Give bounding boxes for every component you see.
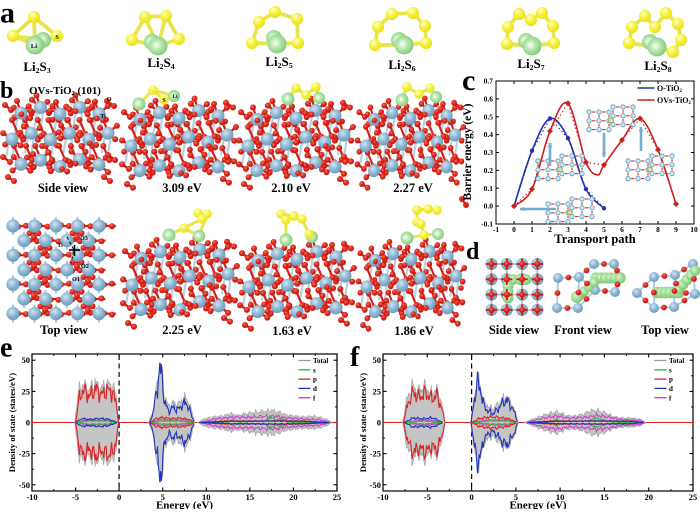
svg-text:20: 20 xyxy=(289,492,298,502)
svg-text:0: 0 xyxy=(512,225,516,234)
svg-text:O1: O1 xyxy=(72,277,80,283)
svg-text:-5: -5 xyxy=(424,492,431,502)
svg-text:Front view: Front view xyxy=(554,323,612,337)
svg-text:Li2S4: Li2S4 xyxy=(147,55,174,71)
svg-text:-50: -50 xyxy=(19,480,30,490)
svg-text:Li2S8: Li2S8 xyxy=(644,58,671,74)
svg-text:O-TiO2: O-TiO2 xyxy=(657,84,683,94)
svg-text:Ti: Ti xyxy=(57,243,63,249)
svg-text:a: a xyxy=(0,0,15,30)
svg-text:Total: Total xyxy=(313,357,328,365)
svg-text:d: d xyxy=(313,385,317,393)
svg-text:OVs-TiO2 (101): OVs-TiO2 (101) xyxy=(29,85,101,97)
svg-text:Total: Total xyxy=(669,357,684,365)
svg-text:0.4: 0.4 xyxy=(484,130,494,139)
svg-text:s: s xyxy=(669,366,672,374)
svg-text:15: 15 xyxy=(600,492,609,502)
svg-text:20: 20 xyxy=(644,492,653,502)
svg-text:Energy (eV): Energy (eV) xyxy=(156,500,213,510)
svg-text:3: 3 xyxy=(566,225,570,234)
svg-text:O: O xyxy=(106,96,111,103)
svg-text:Li2S5: Li2S5 xyxy=(265,54,292,70)
svg-text:0.6: 0.6 xyxy=(484,94,494,103)
svg-text:10: 10 xyxy=(556,492,565,502)
svg-text:6: 6 xyxy=(620,225,624,234)
svg-text:25: 25 xyxy=(22,386,31,396)
svg-text:-25: -25 xyxy=(370,449,381,459)
svg-text:0.1: 0.1 xyxy=(484,184,494,193)
svg-text:1: 1 xyxy=(530,225,534,234)
svg-text:2: 2 xyxy=(548,225,552,234)
svg-text:5: 5 xyxy=(602,225,606,234)
svg-text:-25: -25 xyxy=(19,449,30,459)
svg-text:0: 0 xyxy=(469,492,473,502)
svg-text:15: 15 xyxy=(246,492,255,502)
svg-text:Barrier energy (eV): Barrier energy (eV) xyxy=(462,103,474,200)
svg-text:2.27 eV: 2.27 eV xyxy=(393,181,433,195)
svg-text:0.7: 0.7 xyxy=(484,77,494,86)
svg-text:d: d xyxy=(466,239,480,265)
svg-text:Li2S6: Li2S6 xyxy=(388,57,415,73)
svg-text:0.5: 0.5 xyxy=(484,112,494,121)
svg-text:Top view: Top view xyxy=(40,323,88,337)
svg-text:3.09 eV: 3.09 eV xyxy=(162,181,202,195)
svg-text:S: S xyxy=(162,98,166,104)
svg-text:p: p xyxy=(669,376,673,384)
svg-text:1.86 eV: 1.86 eV xyxy=(394,324,434,338)
svg-text:-1: -1 xyxy=(493,225,499,234)
svg-text:Li2S7: Li2S7 xyxy=(517,56,544,72)
svg-text:S: S xyxy=(55,34,59,41)
svg-text:Li2S3: Li2S3 xyxy=(23,59,50,75)
svg-text:25: 25 xyxy=(333,492,342,502)
svg-text:10: 10 xyxy=(202,492,211,502)
svg-text:5: 5 xyxy=(161,492,165,502)
svg-text:f: f xyxy=(313,394,316,402)
svg-text:Density of state (states/eV): Density of state (states/eV) xyxy=(358,373,368,472)
svg-text:0.2: 0.2 xyxy=(484,166,494,175)
svg-text:0: 0 xyxy=(117,492,121,502)
svg-text:Side view: Side view xyxy=(38,181,88,195)
svg-text:4: 4 xyxy=(584,225,588,234)
svg-text:0: 0 xyxy=(26,418,30,428)
svg-text:Density of state (states/eV): Density of state (states/eV) xyxy=(7,373,17,472)
svg-text:p: p xyxy=(313,376,317,384)
svg-text:50: 50 xyxy=(22,355,31,365)
svg-text:f: f xyxy=(350,342,360,373)
svg-text:-5: -5 xyxy=(72,492,79,502)
svg-text:-10: -10 xyxy=(377,492,388,502)
svg-text:10: 10 xyxy=(690,225,698,234)
svg-text:O3: O3 xyxy=(80,236,88,242)
svg-text:s: s xyxy=(313,366,316,374)
svg-text:2.25 eV: 2.25 eV xyxy=(162,323,202,337)
svg-text:25: 25 xyxy=(373,386,382,396)
svg-text:O2: O2 xyxy=(81,264,89,270)
svg-text:Li: Li xyxy=(172,94,178,100)
svg-text:Energy (eV): Energy (eV) xyxy=(509,500,566,510)
svg-text:Side view: Side view xyxy=(489,323,539,337)
svg-text:b: b xyxy=(0,78,13,104)
svg-text:8: 8 xyxy=(656,225,660,234)
svg-text:7: 7 xyxy=(638,225,642,234)
svg-text:0: 0 xyxy=(377,418,381,428)
svg-text:50: 50 xyxy=(373,355,382,365)
svg-text:9: 9 xyxy=(674,225,678,234)
svg-text:Transport path: Transport path xyxy=(554,232,635,246)
svg-text:Top view: Top view xyxy=(641,323,689,337)
svg-text:25: 25 xyxy=(689,492,698,502)
svg-text:1.63 eV: 1.63 eV xyxy=(272,324,312,338)
svg-text:f: f xyxy=(669,394,672,402)
svg-text:2.10 eV: 2.10 eV xyxy=(271,181,311,195)
svg-text:-0.1: -0.1 xyxy=(481,220,493,229)
svg-text:c: c xyxy=(462,64,475,97)
svg-text:OVs-TiO2: OVs-TiO2 xyxy=(657,96,691,106)
svg-text:-50: -50 xyxy=(370,480,381,490)
svg-text:e: e xyxy=(0,333,12,364)
svg-text:Ti: Ti xyxy=(100,114,106,120)
svg-text:d: d xyxy=(669,385,673,393)
svg-text:0.0: 0.0 xyxy=(484,202,494,211)
svg-text:5: 5 xyxy=(514,492,518,502)
svg-text:Li: Li xyxy=(31,43,37,50)
svg-text:0.3: 0.3 xyxy=(484,148,494,157)
svg-text:-10: -10 xyxy=(26,492,37,502)
